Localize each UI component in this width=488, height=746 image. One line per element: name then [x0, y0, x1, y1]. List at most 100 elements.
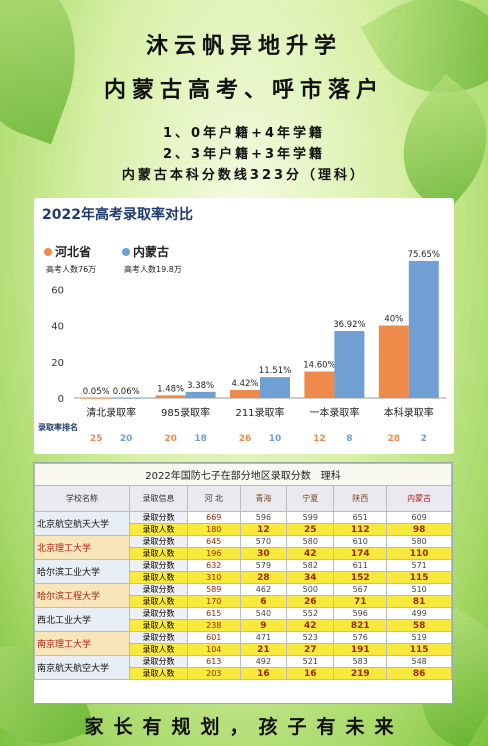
condition-3: 内蒙古本科分数线323分（理科） — [121, 168, 367, 183]
score-cell: 576 — [333, 631, 388, 644]
count-cell: 174 — [333, 547, 388, 560]
y-tick-label: 0 — [58, 394, 64, 405]
score-cell: 599 — [286, 511, 335, 524]
score-label: 录取分数 — [129, 535, 188, 548]
header-hebei: 河 北 — [187, 485, 241, 512]
count-cell: 58 — [386, 619, 452, 632]
rank-value: 25 — [90, 434, 103, 444]
score-cell: 651 — [333, 511, 388, 524]
count-label: 录取人数 — [129, 571, 188, 584]
score-cell: 523 — [286, 631, 335, 644]
score-cell: 471 — [239, 631, 288, 644]
count-cell: 115 — [386, 571, 452, 584]
count-cell: 152 — [333, 571, 388, 584]
header-school: 学校名称 — [34, 485, 130, 512]
count-cell: 71 — [333, 595, 388, 608]
bar-hebei — [304, 371, 335, 398]
count-cell: 42 — [286, 547, 335, 560]
score-label: 录取分数 — [129, 559, 188, 572]
count-cell: 26 — [286, 595, 335, 608]
data-label: 1.48% — [157, 384, 184, 394]
score-cell: 580 — [286, 535, 335, 548]
legend-neimenggu: 内蒙古 — [122, 243, 169, 260]
score-cell: 567 — [333, 583, 388, 596]
school-name: 北京理工大学 — [34, 535, 130, 560]
y-tick-label: 20 — [51, 358, 64, 369]
y-tick-label: 40 — [51, 322, 64, 333]
category-label: 本科录取率 — [384, 406, 434, 419]
bar-neimenggu — [111, 397, 142, 399]
score-cell: 510 — [386, 583, 452, 596]
score-cell: 540 — [239, 607, 288, 620]
school-name: 南京航天航空大学 — [34, 655, 130, 680]
score-cell: 613 — [187, 655, 241, 668]
count-cell: 6 — [239, 595, 288, 608]
table-row: 北京理工大学 录取分数 645 570 580 610 580 — [34, 535, 452, 560]
table-row: 西北工业大学 录取分数 615 540 552 596 499 — [34, 607, 452, 632]
count-cell: 9 — [239, 619, 288, 632]
score-label: 录取分数 — [129, 583, 188, 596]
category-label: 211录取率 — [235, 406, 284, 419]
rank-value: 20 — [164, 434, 177, 444]
table-caption: 2022年国防七子在部分地区录取分数 理科 — [34, 463, 452, 486]
rank-value: 10 — [269, 434, 282, 444]
rank-value: 18 — [194, 434, 207, 444]
score-cell: 552 — [286, 607, 335, 620]
count-cell: 112 — [333, 523, 388, 536]
table-row: 哈尔滨工程大学 录取分数 589 462 500 567 510 — [34, 583, 452, 608]
count-label: 录取人数 — [129, 643, 188, 656]
footer-slogan: 家长有规划，孩子有未来 — [84, 716, 404, 738]
category-label: 一本录取率 — [309, 406, 359, 419]
bar-neimenggu — [185, 391, 216, 398]
school-name: 西北工业大学 — [34, 607, 130, 632]
bar-hebei — [230, 389, 260, 398]
table-row: 录取人数 104 21 27 191 115 — [35, 643, 452, 656]
score-cell: 632 — [187, 559, 241, 572]
bar-chart: 0 20 40 60 0.05% 25 0.06% 20 清北录取率 1.48% 20 3.38% 18… — [38, 250, 446, 444]
count-cell: 180 — [187, 523, 241, 536]
count-cell: 12 — [239, 523, 288, 536]
table-row: 录取人数 180 12 25 112 98 — [35, 523, 452, 536]
table-row: 哈尔滨工业大学 录取分数 632 579 582 611 571 — [34, 559, 452, 584]
table-row: 录取人数 203 16 16 219 86 — [35, 667, 452, 680]
legend-label-hebei: 河北省 — [55, 245, 92, 259]
count-cell: 191 — [333, 643, 388, 656]
count-cell: 310 — [187, 571, 241, 584]
count-cell: 203 — [187, 667, 241, 680]
y-tick-label: 60 — [51, 285, 64, 296]
score-cell: 611 — [333, 559, 388, 572]
header-info: 录取信息 — [129, 485, 188, 512]
bar-neimenggu — [334, 331, 365, 398]
count-cell: 196 — [187, 547, 241, 560]
count-label: 录取人数 — [129, 523, 188, 536]
count-cell: 238 — [187, 619, 241, 632]
score-cell: 519 — [386, 631, 452, 644]
table-row: 北京航空航天大学 录取分数 669 596 599 651 609 — [34, 511, 452, 536]
score-cell: 609 — [386, 511, 452, 524]
score-cell: 645 — [187, 535, 241, 548]
rank-value: 28 — [388, 434, 401, 444]
score-cell: 570 — [239, 535, 288, 548]
count-cell: 110 — [386, 547, 452, 560]
count-cell: 21 — [239, 643, 288, 656]
condition-1: 1、0年户籍+4年学籍 — [162, 126, 326, 141]
score-cell: 499 — [386, 607, 452, 620]
score-cell: 589 — [187, 583, 241, 596]
score-label: 录取分数 — [129, 655, 188, 668]
score-cell: 582 — [286, 559, 335, 572]
count-cell: 115 — [386, 643, 452, 656]
data-label: 75.65% — [408, 250, 440, 260]
score-cell: 596 — [333, 607, 388, 620]
page-subtitle: 内蒙古高考、呼市落户 — [103, 78, 384, 103]
header-shaanxi: 陕西 — [333, 485, 388, 512]
data-label: 14.60% — [303, 361, 335, 371]
count-label: 录取人数 — [129, 547, 188, 560]
school-name: 哈尔滨工业大学 — [34, 559, 130, 584]
count-label: 录取人数 — [129, 595, 188, 608]
score-cell: 521 — [286, 655, 335, 668]
count-cell: 25 — [286, 523, 335, 536]
data-label: 3.38% — [187, 381, 214, 391]
rank-value: 26 — [239, 434, 252, 444]
chart-panel: 2022年高考录取率对比 河北省 内蒙古 高考人数76万 高考人数19.8万 0… — [34, 198, 454, 454]
score-cell: 492 — [239, 655, 288, 668]
